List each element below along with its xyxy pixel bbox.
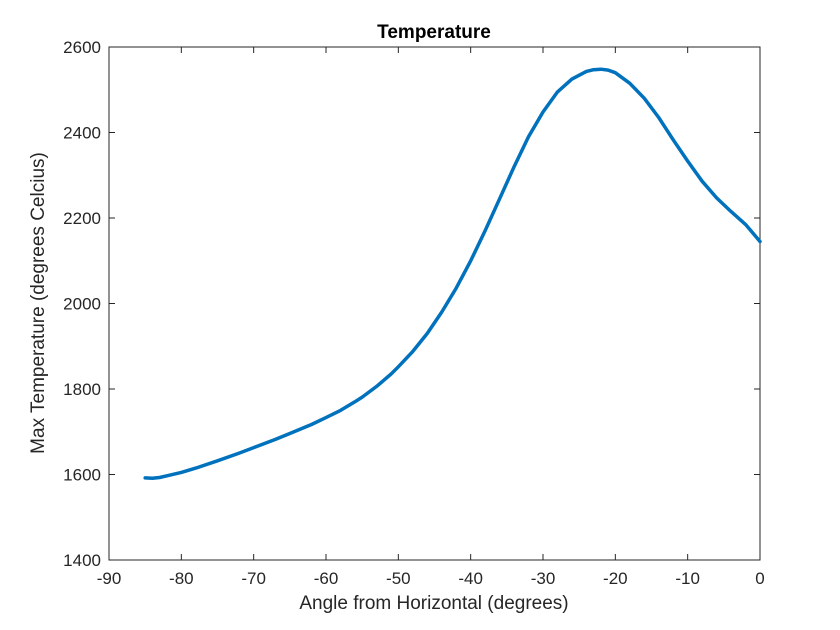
x-tick-label: -10	[675, 569, 700, 588]
y-tick-label: 2200	[63, 209, 101, 228]
y-tick-label: 1600	[63, 466, 101, 485]
x-tick-label: -20	[603, 569, 628, 588]
x-tick-label: -30	[531, 569, 556, 588]
y-axis: 1400 1600 1800 2000 2200 2400 2600	[63, 38, 760, 570]
y-tick-label: 2600	[63, 38, 101, 57]
series-line	[143, 67, 762, 481]
y-tick-label: 2400	[63, 124, 101, 143]
x-tick-label: -80	[169, 569, 194, 588]
plot-area	[108, 46, 761, 561]
x-tick-label: 0	[755, 569, 764, 588]
series-layer	[143, 67, 762, 481]
y-axis-label: Max Temperature (degrees Celcius)	[28, 152, 49, 454]
x-tick-label: -50	[386, 569, 411, 588]
x-tick-label: -70	[241, 569, 266, 588]
y-tick-label: 2000	[63, 295, 101, 314]
y-tick-label: 1400	[63, 551, 101, 570]
x-tick-label: -40	[458, 569, 483, 588]
x-axis-label: Angle from Horizontal (degrees)	[299, 593, 568, 614]
y-tick-label: 1800	[63, 380, 101, 399]
x-axis: -90 -80 -70 -60 -50 -40 -30 -20 -10 0	[97, 47, 765, 588]
x-tick-label: -60	[314, 569, 339, 588]
chart-title: Temperature	[377, 22, 491, 43]
x-tick-label: -90	[97, 569, 122, 588]
